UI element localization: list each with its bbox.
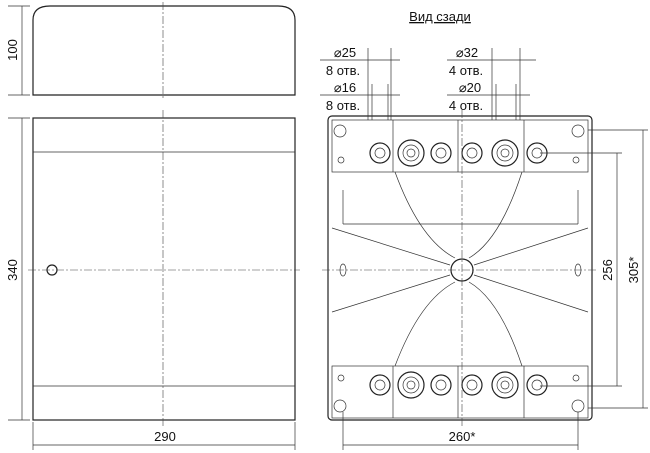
hole-16-count: 8 отв. <box>326 98 360 113</box>
hole-callouts: ⌀25 8 отв. ⌀16 8 отв. ⌀32 4 отв. ⌀20 4 о… <box>320 45 536 120</box>
dim-rear-width: 260* <box>449 429 476 444</box>
hole-25-diameter: ⌀25 <box>334 45 356 60</box>
dim-rear-256: 256 <box>600 259 615 281</box>
hole-20-diameter: ⌀20 <box>459 80 481 95</box>
top-view: 100 <box>5 2 296 98</box>
dim-front-height: 340 <box>5 259 20 281</box>
hole-32-diameter: ⌀32 <box>456 45 478 60</box>
rear-view: Вид сзади <box>320 9 648 450</box>
dim-top-height: 100 <box>5 39 20 61</box>
hole-20-count: 4 отв. <box>449 98 483 113</box>
hole-16-diameter: ⌀16 <box>334 80 356 95</box>
view-title: Вид сзади <box>409 9 471 24</box>
hole-25-count: 8 отв. <box>326 63 360 78</box>
dim-front-width: 290 <box>154 429 176 444</box>
front-view: 340 290 <box>5 110 300 450</box>
hole-32-count: 4 отв. <box>449 63 483 78</box>
knockout-holes <box>369 139 548 399</box>
dim-rear-305: 305* <box>626 257 641 284</box>
